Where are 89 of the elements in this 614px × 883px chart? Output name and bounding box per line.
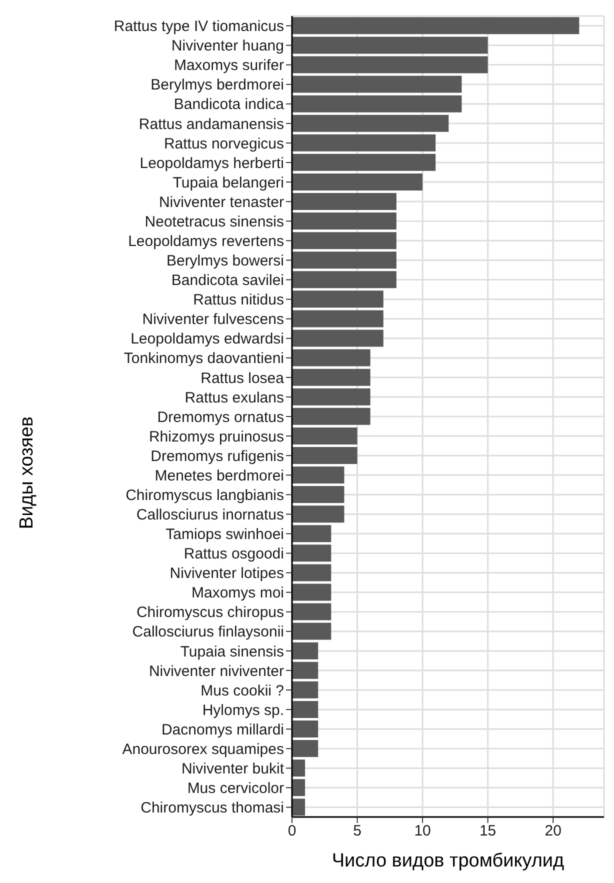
bar — [292, 212, 396, 230]
y-tick-label: Mus cookii ? — [200, 682, 284, 700]
y-tick-label: Dremomys ornatus — [157, 408, 284, 426]
bar — [292, 310, 384, 328]
y-tick-label: Anourosorex squamipes — [122, 740, 284, 758]
y-tick-label: Rattus type IV tiomanicus — [114, 18, 284, 36]
bar — [292, 95, 462, 112]
bar — [292, 349, 370, 366]
bar — [292, 290, 384, 308]
bar — [292, 271, 396, 288]
bar — [292, 330, 384, 347]
y-tick-label: Niviventer tenaster — [158, 194, 284, 211]
x-axis-title: Число видов тромбикулид — [332, 850, 564, 872]
bar — [292, 368, 370, 386]
bar — [292, 642, 318, 660]
y-tick-label: Callosciurus finlaysonii — [132, 624, 284, 641]
bar — [292, 173, 423, 190]
y-tick-label: Maxomys surifer — [174, 57, 284, 74]
bar — [292, 720, 318, 738]
bar — [292, 798, 306, 816]
bar — [292, 114, 449, 132]
y-axis-title: Виды хозяев — [16, 416, 38, 530]
bar — [292, 662, 318, 679]
bar — [292, 681, 318, 698]
y-tick-label: Niviventer fulvescens — [142, 311, 284, 328]
y-tick-label: Chiromyscus chiropus — [136, 604, 284, 622]
y-tick-label: Rattus losea — [200, 370, 285, 387]
bar — [292, 622, 332, 640]
bar — [292, 134, 436, 152]
bar — [292, 408, 370, 425]
y-tick-label: Tupaia belangeri — [172, 174, 284, 192]
bar — [292, 779, 306, 796]
y-tick-label: Bandicota savilei — [171, 272, 284, 290]
y-tick-label: Rattus nitidus — [193, 292, 284, 309]
bar — [292, 700, 318, 718]
y-tick-label: Maxomys moi — [191, 584, 284, 602]
bar — [292, 740, 318, 758]
y-tick-label: Tamiops swinhoei — [166, 526, 284, 544]
bar — [292, 486, 344, 504]
y-tick-label: Chiromyscus langbianis — [126, 486, 284, 504]
bar — [292, 760, 306, 777]
bar — [292, 466, 344, 484]
bar — [292, 584, 332, 601]
y-tick-label: Leopoldamys revertens — [128, 232, 284, 250]
bar — [292, 232, 396, 250]
bar — [292, 564, 332, 582]
bar — [292, 76, 462, 93]
x-tick-label: 5 — [353, 822, 362, 840]
y-tick-label: Leopoldamys herberti — [140, 154, 284, 172]
y-tick-label: Rhizomys pruinosus — [148, 428, 284, 446]
y-tick-label: Dacnomys millardi — [161, 721, 284, 738]
y-tick-label: Tonkinomys daovantieni — [124, 350, 284, 368]
bar — [292, 446, 358, 464]
bar — [292, 154, 436, 171]
y-tick-label: Niviventer lotipes — [170, 565, 284, 582]
y-tick-label: Neotetracus sinensis — [144, 213, 284, 230]
bar — [292, 36, 488, 54]
y-tick-label: Menetes berdmorei — [154, 467, 284, 484]
bar — [292, 56, 488, 74]
y-tick-label: Rattus osgoodi — [184, 546, 284, 563]
y-tick-label: Callosciurus inornatus — [136, 506, 284, 524]
x-tick-label: 15 — [479, 822, 496, 840]
bar — [292, 544, 332, 562]
y-tick-label: Bandicota indica — [174, 96, 285, 114]
y-tick-label: Leopoldamys edwardsi — [130, 330, 284, 348]
y-tick-label: Rattus exulans — [184, 389, 284, 406]
bar — [292, 388, 370, 406]
y-tick-label: Hylomys sp. — [202, 702, 284, 719]
y-tick-label: Tupaia sinensis — [180, 643, 284, 660]
y-tick-label: Rattus norvegicus — [164, 135, 284, 152]
bar — [292, 252, 396, 269]
x-tick-label: 0 — [288, 822, 296, 840]
y-tick-label: Dremomys rufigenis — [150, 448, 284, 465]
y-tick-label: Mus cervicolor — [187, 780, 284, 798]
x-tick-label: 10 — [414, 822, 431, 840]
y-tick-label: Niviventer bukit — [181, 760, 285, 778]
bar — [292, 17, 580, 34]
y-tick-label: Rattus andamanensis — [138, 116, 284, 133]
bar — [292, 506, 344, 523]
bar — [292, 525, 332, 542]
y-tick-label: Berylmys berdmorei — [150, 76, 284, 94]
bar — [292, 193, 396, 210]
y-tick-label: Niviventer niviventer — [148, 662, 284, 680]
x-tick-label: 20 — [544, 822, 562, 840]
y-tick-label: Chiromyscus thomasi — [140, 800, 284, 817]
y-tick-label: Niviventer huang — [171, 38, 284, 55]
bar — [292, 603, 332, 620]
bar — [292, 427, 358, 444]
y-tick-label: Berylmys bowersi — [166, 252, 284, 270]
